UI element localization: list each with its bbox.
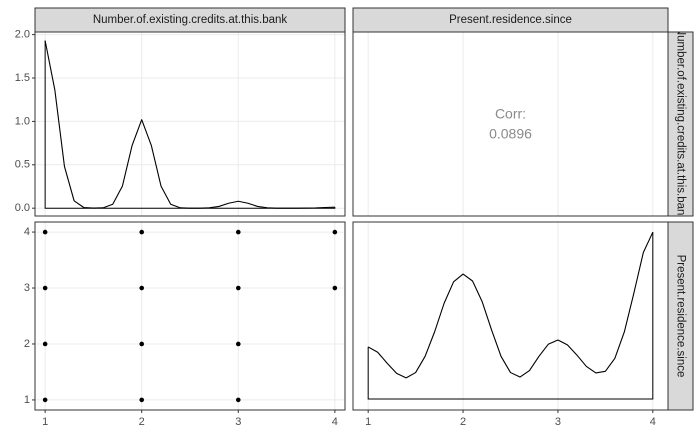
density-line: [44, 40, 335, 209]
panel-background: [353, 222, 668, 410]
x-tick-label: 1: [365, 416, 371, 428]
strip-title: Number.of.existing.credits.at.this.bank: [93, 14, 288, 26]
strip: [667, 31, 694, 217]
point: [139, 229, 145, 235]
panel-border: [34, 221, 346, 411]
strip-title: Present.residence.since: [449, 14, 572, 26]
y-tick-label: 1.5: [15, 72, 30, 84]
y-tick-label: 2.0: [15, 29, 30, 41]
x-tick-label: 1: [42, 416, 48, 428]
point: [332, 229, 338, 235]
point: [235, 285, 241, 291]
point: [139, 341, 145, 347]
y-tick-label: 0.5: [15, 159, 30, 171]
panel-background: [35, 222, 345, 410]
corr-value: 0.0896: [489, 126, 532, 142]
y-tick-label: 1.0: [15, 115, 30, 127]
x-tick-label: 4: [650, 416, 656, 428]
point: [139, 285, 145, 291]
point: [235, 229, 241, 235]
point: [42, 341, 48, 347]
y-tick-label: 3: [24, 282, 30, 294]
y-tick-label: 4: [24, 226, 30, 238]
y-tick-label: 0.0: [15, 202, 30, 214]
x-tick-label: 4: [332, 416, 338, 428]
strip: [352, 7, 669, 33]
point: [42, 397, 48, 403]
x-tick-label: 2: [460, 416, 466, 428]
point: [332, 285, 338, 291]
strip-clip: Number.of.existing.credits.at.this.bank: [674, 27, 686, 222]
density-baseline: [367, 232, 654, 400]
x-tick-label: 3: [235, 416, 241, 428]
y-tick-label: 1: [24, 394, 30, 406]
strip: [34, 7, 346, 33]
point: [235, 397, 241, 403]
strip-title: Present.residence.since: [674, 255, 686, 378]
y-tick-label: 2: [24, 338, 30, 350]
point: [42, 229, 48, 235]
strip-clip: Present.residence.since: [674, 255, 686, 378]
x-tick-label: 2: [139, 416, 145, 428]
density-line: [367, 231, 654, 379]
panel-background: [35, 32, 345, 216]
point: [235, 341, 241, 347]
point: [139, 397, 145, 403]
strip-title: Number.of.existing.credits.at.this.bank: [674, 27, 686, 222]
corr-label: Corr:: [495, 106, 526, 122]
point: [42, 285, 48, 291]
strip: [667, 221, 694, 411]
panel-background: [353, 32, 668, 216]
x-tick-label: 3: [555, 416, 561, 428]
